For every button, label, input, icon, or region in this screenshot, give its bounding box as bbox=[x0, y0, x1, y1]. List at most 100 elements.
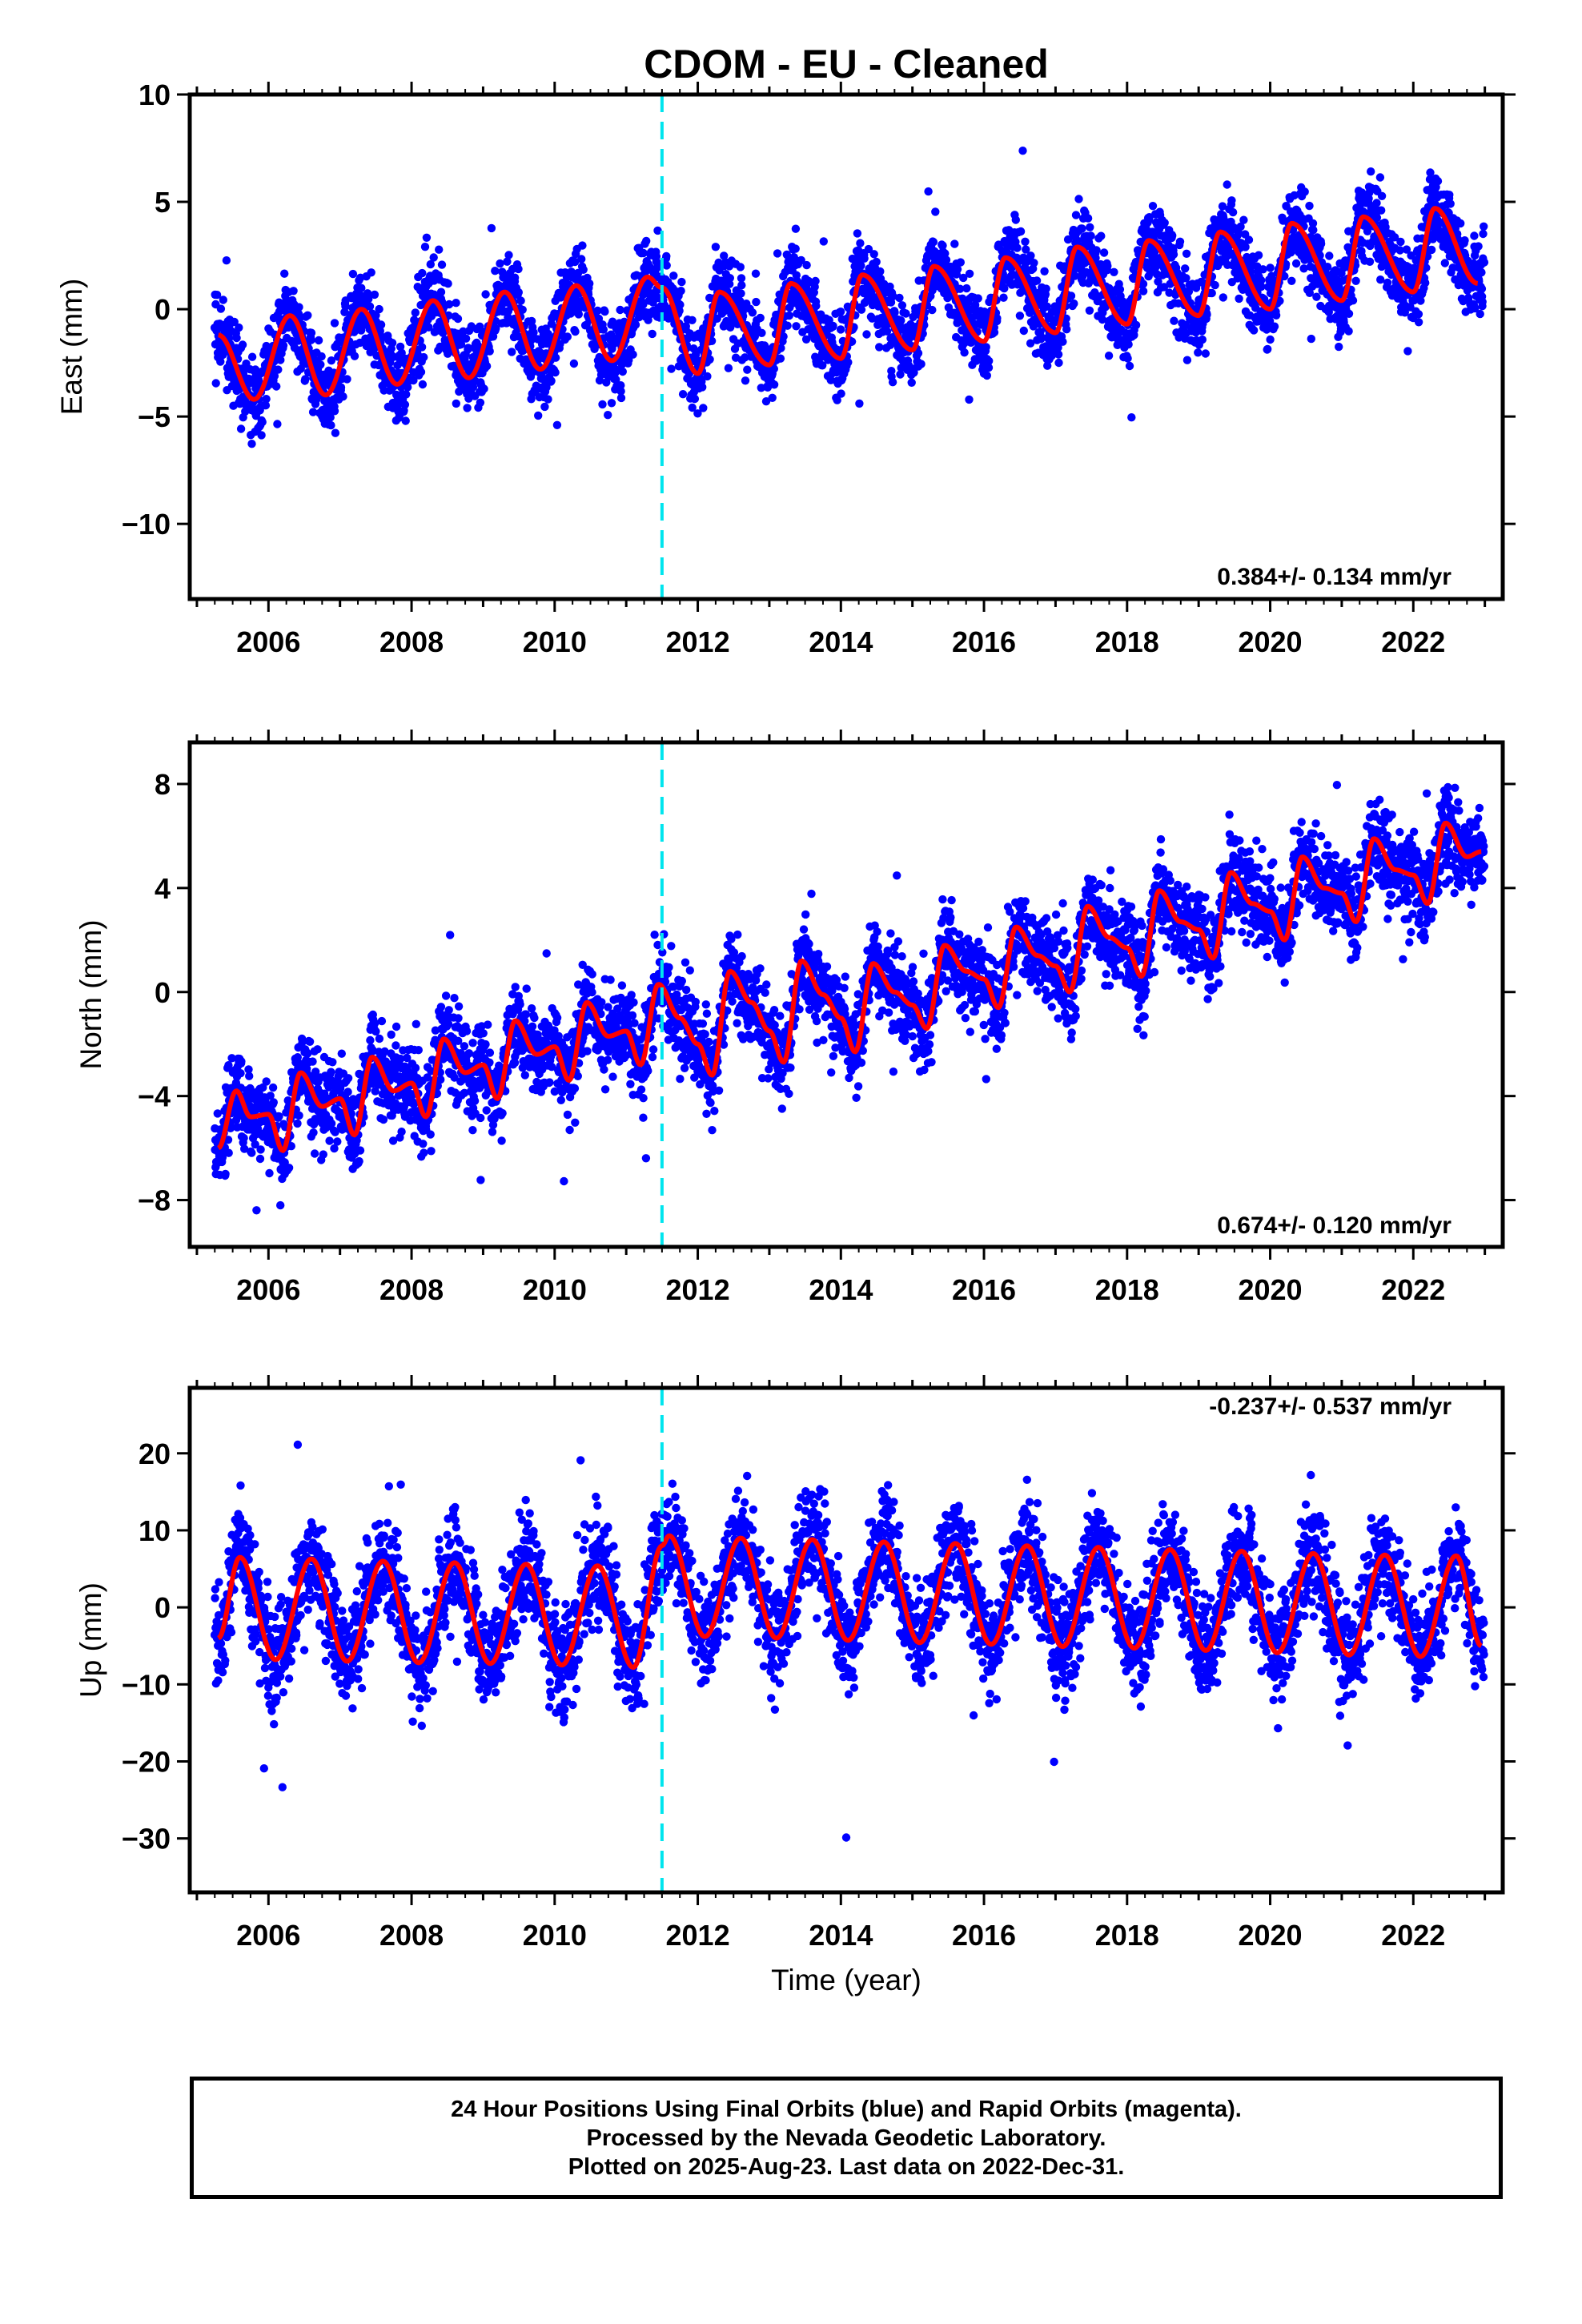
position-point bbox=[1460, 236, 1469, 245]
position-point bbox=[639, 248, 648, 258]
position-point bbox=[261, 401, 271, 410]
position-point bbox=[247, 1148, 256, 1157]
position-point bbox=[284, 1164, 294, 1172]
position-point bbox=[1348, 296, 1358, 305]
position-point bbox=[743, 365, 752, 374]
position-point bbox=[508, 348, 516, 356]
position-point bbox=[1456, 219, 1465, 228]
position-point bbox=[962, 283, 971, 293]
position-point bbox=[756, 313, 765, 323]
position-point bbox=[1414, 318, 1423, 327]
position-point bbox=[393, 361, 402, 370]
position-point bbox=[252, 1206, 261, 1215]
position-point bbox=[461, 334, 471, 343]
position-point bbox=[1239, 215, 1248, 224]
position-point bbox=[662, 251, 671, 261]
position-point bbox=[463, 404, 472, 412]
position-point bbox=[1071, 211, 1081, 219]
position-point bbox=[376, 320, 386, 329]
position-point bbox=[420, 352, 428, 362]
position-point bbox=[897, 316, 905, 325]
position-point bbox=[676, 300, 685, 309]
position-point bbox=[387, 339, 397, 348]
position-point bbox=[411, 308, 420, 317]
position-point bbox=[862, 330, 871, 339]
position-point bbox=[1440, 259, 1450, 267]
position-point bbox=[773, 249, 782, 258]
position-point bbox=[856, 239, 865, 247]
position-point bbox=[726, 323, 735, 332]
position-point bbox=[236, 424, 246, 433]
position-point bbox=[703, 372, 712, 381]
position-point bbox=[480, 384, 488, 393]
position-point bbox=[268, 1083, 278, 1092]
position-point bbox=[1201, 349, 1211, 358]
position-point bbox=[350, 352, 359, 360]
position-point bbox=[1148, 202, 1158, 211]
position-point bbox=[984, 363, 994, 372]
position-point bbox=[1235, 294, 1243, 304]
position-point bbox=[876, 267, 885, 276]
position-point bbox=[375, 1034, 384, 1043]
position-point bbox=[705, 355, 714, 364]
position-point bbox=[598, 400, 607, 409]
position-point bbox=[216, 304, 226, 313]
position-point bbox=[371, 1027, 380, 1036]
x-tick-label: 2022 bbox=[1381, 625, 1445, 658]
x-tick-label: 2008 bbox=[379, 625, 444, 658]
position-point bbox=[750, 332, 759, 341]
position-point bbox=[313, 1045, 322, 1054]
position-point bbox=[1478, 297, 1487, 307]
position-point bbox=[333, 340, 342, 348]
position-point bbox=[596, 370, 606, 380]
position-point bbox=[777, 344, 785, 352]
position-point bbox=[1323, 263, 1332, 271]
position-point bbox=[275, 1112, 283, 1121]
position-point bbox=[238, 340, 247, 349]
position-point bbox=[551, 353, 560, 362]
position-point bbox=[247, 440, 256, 448]
y-tick-label: −10 bbox=[122, 508, 171, 541]
position-point bbox=[761, 397, 771, 406]
position-point bbox=[1480, 222, 1488, 231]
position-point bbox=[542, 383, 551, 392]
position-point bbox=[1181, 264, 1190, 273]
east-panel: 2006 2008 2010 2012 2014 2016 2018 2020 20221050… bbox=[55, 78, 1516, 658]
y-tick-label: 10 bbox=[139, 78, 171, 111]
position-point bbox=[476, 398, 485, 407]
position-point bbox=[1085, 306, 1094, 315]
position-point bbox=[1309, 226, 1318, 235]
position-point bbox=[230, 317, 239, 327]
position-point bbox=[1263, 344, 1272, 354]
position-point bbox=[544, 395, 552, 404]
position-point bbox=[295, 303, 303, 312]
position-point bbox=[769, 380, 779, 389]
position-point bbox=[1168, 231, 1177, 240]
position-point bbox=[757, 328, 766, 337]
position-point bbox=[417, 343, 427, 352]
position-point bbox=[642, 236, 651, 246]
position-point bbox=[725, 279, 734, 288]
position-point bbox=[924, 187, 933, 196]
position-point bbox=[1125, 361, 1134, 371]
position-point bbox=[1474, 242, 1483, 251]
position-point bbox=[307, 328, 316, 337]
position-point bbox=[631, 320, 640, 329]
position-point bbox=[1086, 231, 1095, 240]
position-point bbox=[896, 370, 905, 379]
position-point bbox=[982, 343, 990, 352]
position-point bbox=[1013, 243, 1022, 252]
position-point bbox=[1316, 239, 1326, 248]
position-point bbox=[980, 308, 989, 316]
position-point bbox=[829, 321, 837, 331]
position-point bbox=[1477, 268, 1486, 277]
position-point bbox=[616, 387, 625, 396]
position-point bbox=[681, 322, 690, 331]
position-point bbox=[1307, 334, 1316, 344]
position-point bbox=[1062, 325, 1071, 334]
position-point bbox=[677, 277, 686, 287]
position-point bbox=[365, 302, 375, 311]
position-point bbox=[272, 382, 281, 391]
position-point bbox=[1103, 262, 1112, 271]
position-point bbox=[1227, 196, 1236, 205]
